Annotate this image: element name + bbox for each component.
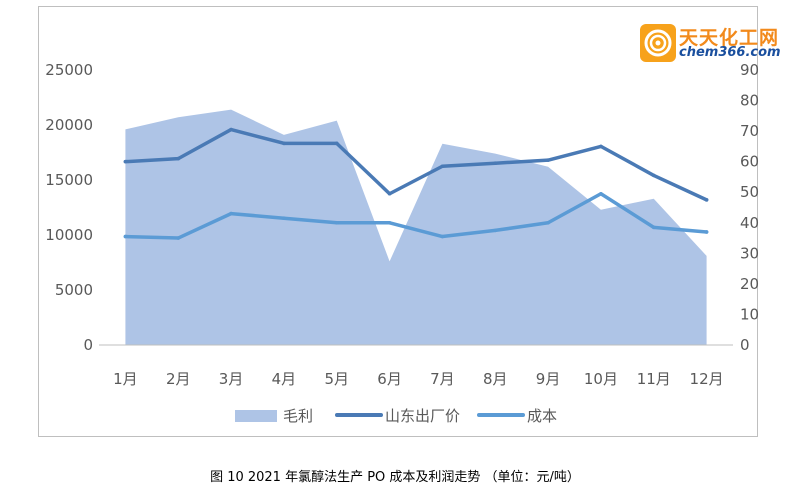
x-tick-label: 5月 bbox=[324, 370, 349, 388]
line-point-1-7 bbox=[493, 161, 498, 165]
y-right-tick-label: 2000 bbox=[740, 275, 759, 293]
line-point-2-1 bbox=[176, 236, 181, 240]
x-tick-label: 10月 bbox=[584, 370, 618, 388]
y-left-tick-label: 5000 bbox=[55, 281, 93, 299]
y-right-tick-label: 4000 bbox=[740, 214, 759, 232]
line-point-1-5 bbox=[387, 191, 392, 196]
line-point-1-8 bbox=[546, 158, 550, 162]
y-right-tick-label: 7000 bbox=[740, 122, 759, 140]
y-left-tick-label: 0 bbox=[83, 336, 93, 354]
y-left-tick-label: 25000 bbox=[45, 61, 93, 79]
chart-svg: 1月 2月 3月 4月 5月 6月 7月 8月 9月 10月 11月 12月0500010000150… bbox=[45, 61, 759, 425]
line-point-2-10 bbox=[651, 225, 656, 230]
logo-name: 天天化工网 bbox=[679, 27, 780, 49]
figure-caption: 图 10 2021 年氯醇法生产 PO 成本及利润走势 （单位：元/吨） bbox=[210, 470, 580, 485]
legend: 毛利 山东出厂价 成本 bbox=[235, 407, 557, 425]
line-point-2-2 bbox=[229, 211, 233, 216]
line-point-2-3 bbox=[282, 216, 286, 220]
line-point-2-8 bbox=[546, 220, 550, 225]
x-tick-label: 6月 bbox=[377, 370, 402, 388]
line-layer bbox=[123, 127, 709, 240]
logo-url: chem366.com bbox=[679, 45, 781, 60]
line-point-2-4 bbox=[334, 220, 339, 225]
x-tick-label: 9月 bbox=[536, 370, 561, 388]
x-tick-label: 4月 bbox=[272, 370, 297, 388]
y-right-tick-label: 8000 bbox=[740, 92, 759, 110]
line-point-1-11 bbox=[704, 198, 709, 202]
x-tick-label: 12月 bbox=[690, 370, 724, 388]
x-tick-label: 11月 bbox=[637, 370, 671, 388]
line-point-1-9 bbox=[599, 144, 603, 149]
chart-frame: 1月 2月 3月 4月 5月 6月 7月 8月 9月 10月 11月 12月 0 5000 10000 150… bbox=[38, 6, 781, 437]
line-point-1-6 bbox=[440, 164, 445, 169]
watermark-logo: 天天化工网 chem366.com bbox=[639, 23, 787, 63]
legend-label: 山东出厂价 bbox=[385, 407, 460, 425]
line-point-1-10 bbox=[651, 173, 656, 178]
logo-mark-icon bbox=[640, 24, 676, 62]
y-right-tick-label: 9000 bbox=[740, 61, 759, 79]
line-point-1-2 bbox=[229, 127, 233, 132]
y-right-tick-label: 5000 bbox=[740, 183, 759, 201]
line-point-2-11 bbox=[704, 230, 709, 234]
y-right-tick-label: 6000 bbox=[740, 153, 759, 171]
x-tick-label: 8月 bbox=[483, 370, 508, 388]
x-tick-label: 1月 bbox=[113, 370, 138, 388]
y-left-tick-label: 20000 bbox=[45, 116, 93, 134]
line-point-2-6 bbox=[440, 234, 445, 239]
line-point-1-3 bbox=[282, 141, 286, 146]
x-tick-label: 2月 bbox=[166, 370, 191, 388]
line-series-2 bbox=[123, 192, 709, 240]
y-right-tick-label: 3000 bbox=[740, 244, 759, 262]
y-left-tick-label: 10000 bbox=[45, 226, 93, 244]
y-left-tick-label: 15000 bbox=[45, 171, 93, 189]
area-series-maoli bbox=[125, 109, 707, 345]
line-series-1 bbox=[123, 127, 709, 202]
line-point-2-9 bbox=[599, 191, 603, 196]
line-point-2-5 bbox=[387, 220, 392, 225]
y-right-tick-label: 1000 bbox=[740, 305, 759, 323]
line-point-1-0 bbox=[123, 159, 128, 164]
x-tick-label: 3月 bbox=[219, 370, 244, 388]
tick-layer: 1月 2月 3月 4月 5月 6月 7月 8月 9月 10月 11月 12月0500010000150… bbox=[45, 61, 759, 388]
legend-swatch-area bbox=[235, 410, 277, 422]
line-point-1-1 bbox=[176, 156, 181, 161]
line-point-1-4 bbox=[334, 141, 339, 146]
x-tick-label: 7月 bbox=[430, 370, 455, 388]
y-right-tick-label: 0 bbox=[740, 336, 750, 354]
line-point-2-7 bbox=[493, 228, 498, 233]
legend-label: 成本 bbox=[527, 407, 557, 425]
area-layer bbox=[125, 109, 707, 345]
legend-label: 毛利 bbox=[283, 407, 313, 425]
line-point-2-0 bbox=[123, 234, 128, 239]
